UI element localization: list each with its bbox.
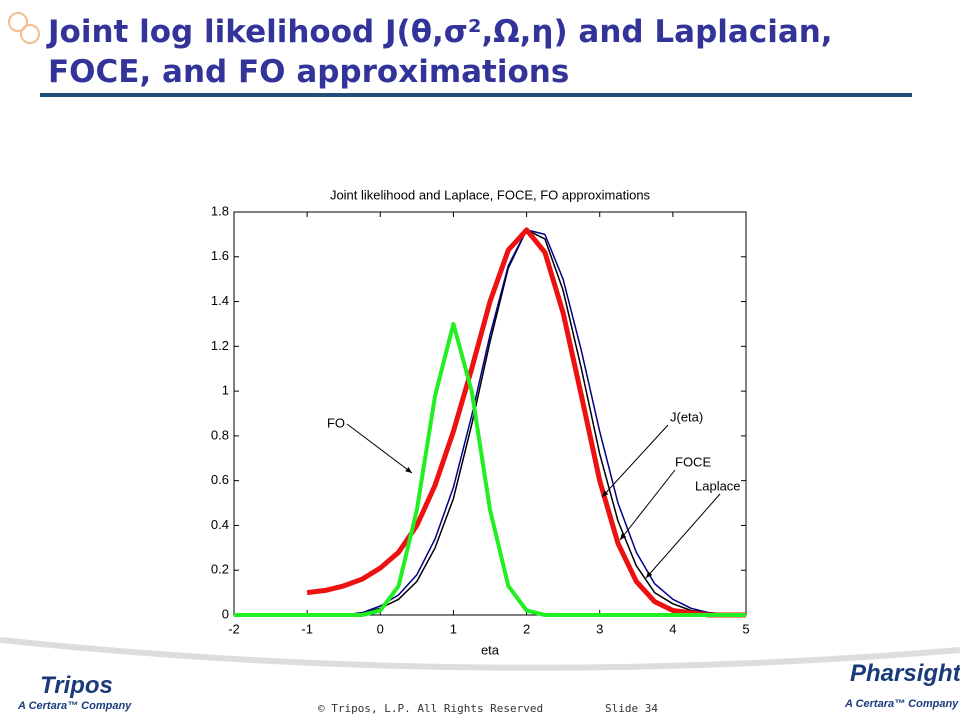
x-axis-label: eta: [481, 642, 500, 657]
arrow-head: [602, 490, 609, 497]
slide-title: Joint log likelihood J(θ,σ²,Ω,η) and Lap…: [48, 14, 833, 90]
annotation: J(eta): [670, 409, 703, 424]
x-tick-label: -2: [228, 621, 240, 636]
arrow-head: [405, 466, 412, 473]
x-tick-label: -1: [301, 621, 313, 636]
y-tick-label: 1.4: [211, 293, 229, 308]
y-tick-label: 0.6: [211, 472, 229, 487]
plot-frame: [233, 211, 747, 616]
deco: [20, 24, 40, 44]
y-tick-label: 1: [222, 383, 229, 398]
arrow-head: [620, 533, 627, 540]
x-tick-label: 2: [523, 621, 530, 636]
y-tick-label: 1.6: [211, 248, 229, 263]
annotation-arrow: [346, 423, 413, 474]
title-rule: [40, 93, 912, 97]
y-tick-label: 0.8: [211, 427, 229, 442]
logo-left-tag: A Certara™ Company: [18, 700, 132, 712]
arrow-head: [646, 571, 653, 578]
annotation-arrow: [601, 424, 669, 498]
logo-left: Tripos: [40, 672, 113, 699]
y-tick-label: 0.4: [211, 517, 229, 532]
logo-right-tag: A Certara™ Company: [845, 698, 959, 710]
y-tick-label: 0: [222, 606, 229, 621]
deco: [8, 12, 28, 32]
y-tick-label: 0.2: [211, 562, 229, 577]
x-tick-label: 3: [596, 621, 603, 636]
chart-title: Joint likelihood and Laplace, FOCE, FO a…: [330, 187, 651, 202]
x-tick-label: 4: [669, 621, 676, 636]
y-tick-label: 1.2: [211, 338, 229, 353]
annotation-arrow: [619, 469, 676, 541]
y-tick-label: 1.8: [211, 203, 229, 218]
swoosh: [0, 637, 960, 671]
slide-number: Slide 34: [605, 702, 658, 715]
x-tick-label: 1: [450, 621, 457, 636]
x-tick-label: 5: [742, 621, 749, 636]
series-line: [306, 227, 746, 618]
annotation: FOCE: [675, 454, 711, 469]
annotation: Laplace: [695, 478, 741, 493]
logo-right: Pharsight: [850, 660, 960, 687]
footer: © Tripos, L.P. All Rights Reserved: [318, 702, 544, 715]
annotation: FO: [327, 415, 345, 430]
series-line: [234, 321, 746, 617]
x-tick-label: 0: [377, 621, 384, 636]
annotation-arrow: [645, 493, 721, 579]
